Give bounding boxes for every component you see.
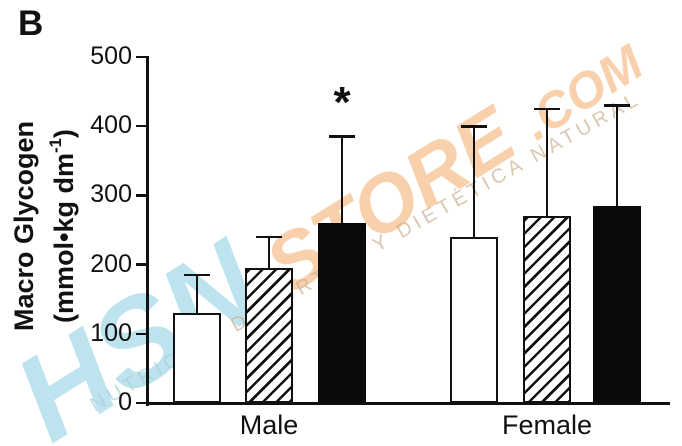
error-bar-stem xyxy=(267,236,271,269)
error-bar-stem xyxy=(472,126,476,237)
error-bar-cap xyxy=(534,107,560,111)
group-label-male: Male xyxy=(239,410,299,440)
bar-female-hatched-bar xyxy=(523,216,571,403)
y-axis-title-line1: Macro Glycogen xyxy=(9,120,39,332)
error-bar-cap xyxy=(329,135,355,138)
error-bar-stem xyxy=(195,274,199,314)
error-bar-cap xyxy=(256,235,282,239)
y-tick-mark xyxy=(136,194,146,197)
panel-label: B xyxy=(18,4,44,43)
y-tick-label: 200 xyxy=(90,249,132,278)
bar-male-solid-bar xyxy=(318,223,366,403)
bar-female-open-bar xyxy=(450,236,498,403)
bar-male-hatched-bar xyxy=(245,268,293,403)
y-tick-mark xyxy=(136,263,146,266)
y-tick-mark xyxy=(136,55,146,59)
y-tick-label: 500 xyxy=(90,42,132,70)
error-bar-stem xyxy=(340,136,344,224)
error-bar-stem xyxy=(615,105,619,206)
y-tick-mark xyxy=(136,124,146,128)
y-axis-unit: (mmol•kg dm-1) xyxy=(45,129,80,323)
y-tick-mark xyxy=(136,401,146,405)
y-axis-title: Macro Glycogen (mmol•kg dm-1) xyxy=(7,121,81,331)
x-axis-line xyxy=(146,402,670,405)
error-bar-stem xyxy=(545,108,549,217)
group-label-female: Female xyxy=(501,410,593,440)
significance-asterisk: * xyxy=(333,77,351,127)
bar-female-solid-bar xyxy=(593,205,641,403)
bar-male-open-bar xyxy=(173,313,221,403)
error-bar-cap xyxy=(184,273,210,277)
error-bar-cap xyxy=(604,104,630,107)
y-tick-label: 300 xyxy=(90,180,132,209)
y-tick-mark xyxy=(136,332,146,336)
y-tick-label: 0 xyxy=(118,388,132,416)
y-axis-unit-superscript: -1 xyxy=(45,138,65,153)
y-tick-label: 100 xyxy=(90,318,132,347)
y-tick-label: 400 xyxy=(90,111,132,140)
error-bar-cap xyxy=(461,124,487,128)
y-axis-line xyxy=(146,56,149,406)
